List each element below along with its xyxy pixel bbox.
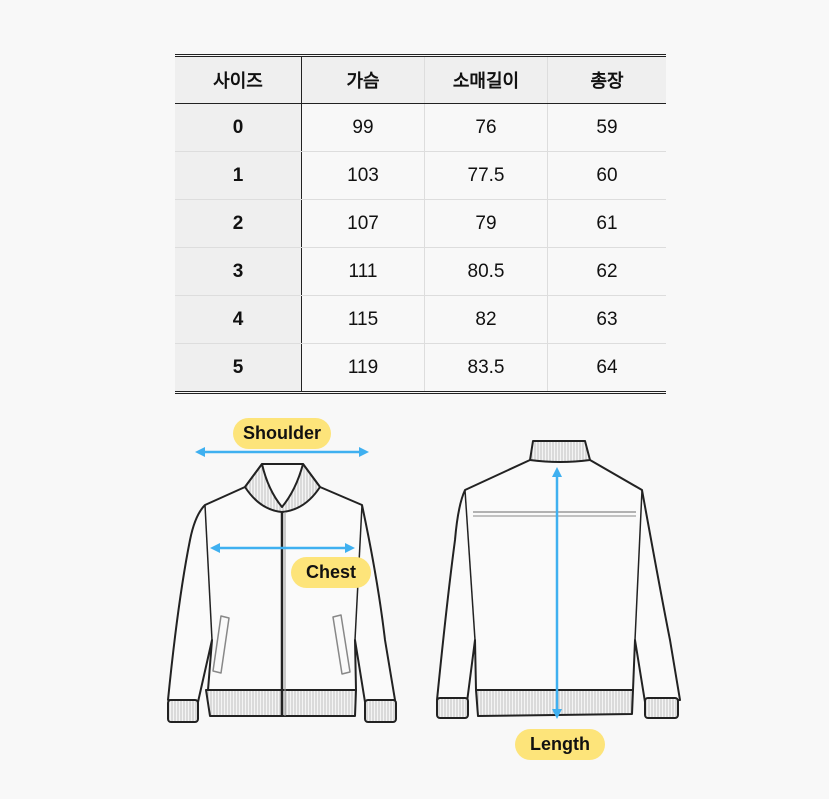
cell-sleeve-length: 76: [424, 103, 548, 152]
table-row: 1 103 77.5 60: [175, 151, 666, 200]
cell-sleeve-length: 83.5: [424, 343, 548, 391]
chest-label: Chest: [291, 557, 371, 588]
cell-size: 0: [175, 103, 302, 152]
cell-total-length: 63: [547, 295, 666, 344]
header-chest: 가슴: [301, 57, 425, 104]
table-row: 4 115 82 63: [175, 295, 666, 344]
cell-chest: 103: [301, 151, 425, 200]
cell-size: 2: [175, 199, 302, 248]
cell-chest: 111: [301, 247, 425, 296]
size-chart-table: 사이즈 가슴 소매길이 총장 0 99 76 59 1 103 77.5 60 2 107 79 61…: [175, 54, 666, 394]
cell-chest: 107: [301, 199, 425, 248]
cell-chest: 99: [301, 103, 425, 152]
table-row: 2 107 79 61: [175, 199, 666, 248]
back-jacket: [436, 440, 681, 719]
cell-total-length: 59: [547, 103, 666, 152]
cell-chest: 115: [301, 295, 425, 344]
cell-sleeve-length: 82: [424, 295, 548, 344]
cell-size: 1: [175, 151, 302, 200]
cell-size: 4: [175, 295, 302, 344]
cell-size: 3: [175, 247, 302, 296]
shoulder-label: Shoulder: [233, 418, 331, 449]
table-row: 0 99 76 59: [175, 103, 666, 152]
cell-size: 5: [175, 343, 302, 391]
cell-sleeve-length: 80.5: [424, 247, 548, 296]
table-header-row: 사이즈 가슴 소매길이 총장: [175, 57, 666, 104]
header-total-length: 총장: [547, 57, 666, 104]
cell-total-length: 60: [547, 151, 666, 200]
cell-total-length: 62: [547, 247, 666, 296]
cell-chest: 119: [301, 343, 425, 391]
length-label: Length: [515, 729, 605, 760]
table-row: 3 111 80.5 62: [175, 247, 666, 296]
cell-total-length: 64: [596, 356, 618, 378]
table-row: 5 119 83.5 64: [175, 343, 666, 391]
header-size: 사이즈: [175, 57, 302, 104]
front-jacket: [167, 463, 397, 723]
cell-sleeve-length: 77.5: [424, 151, 548, 200]
cell-sleeve-length: 79: [424, 199, 548, 248]
cell-total-length: 61: [547, 199, 666, 248]
header-sleeve-length: 소매길이: [424, 57, 548, 104]
